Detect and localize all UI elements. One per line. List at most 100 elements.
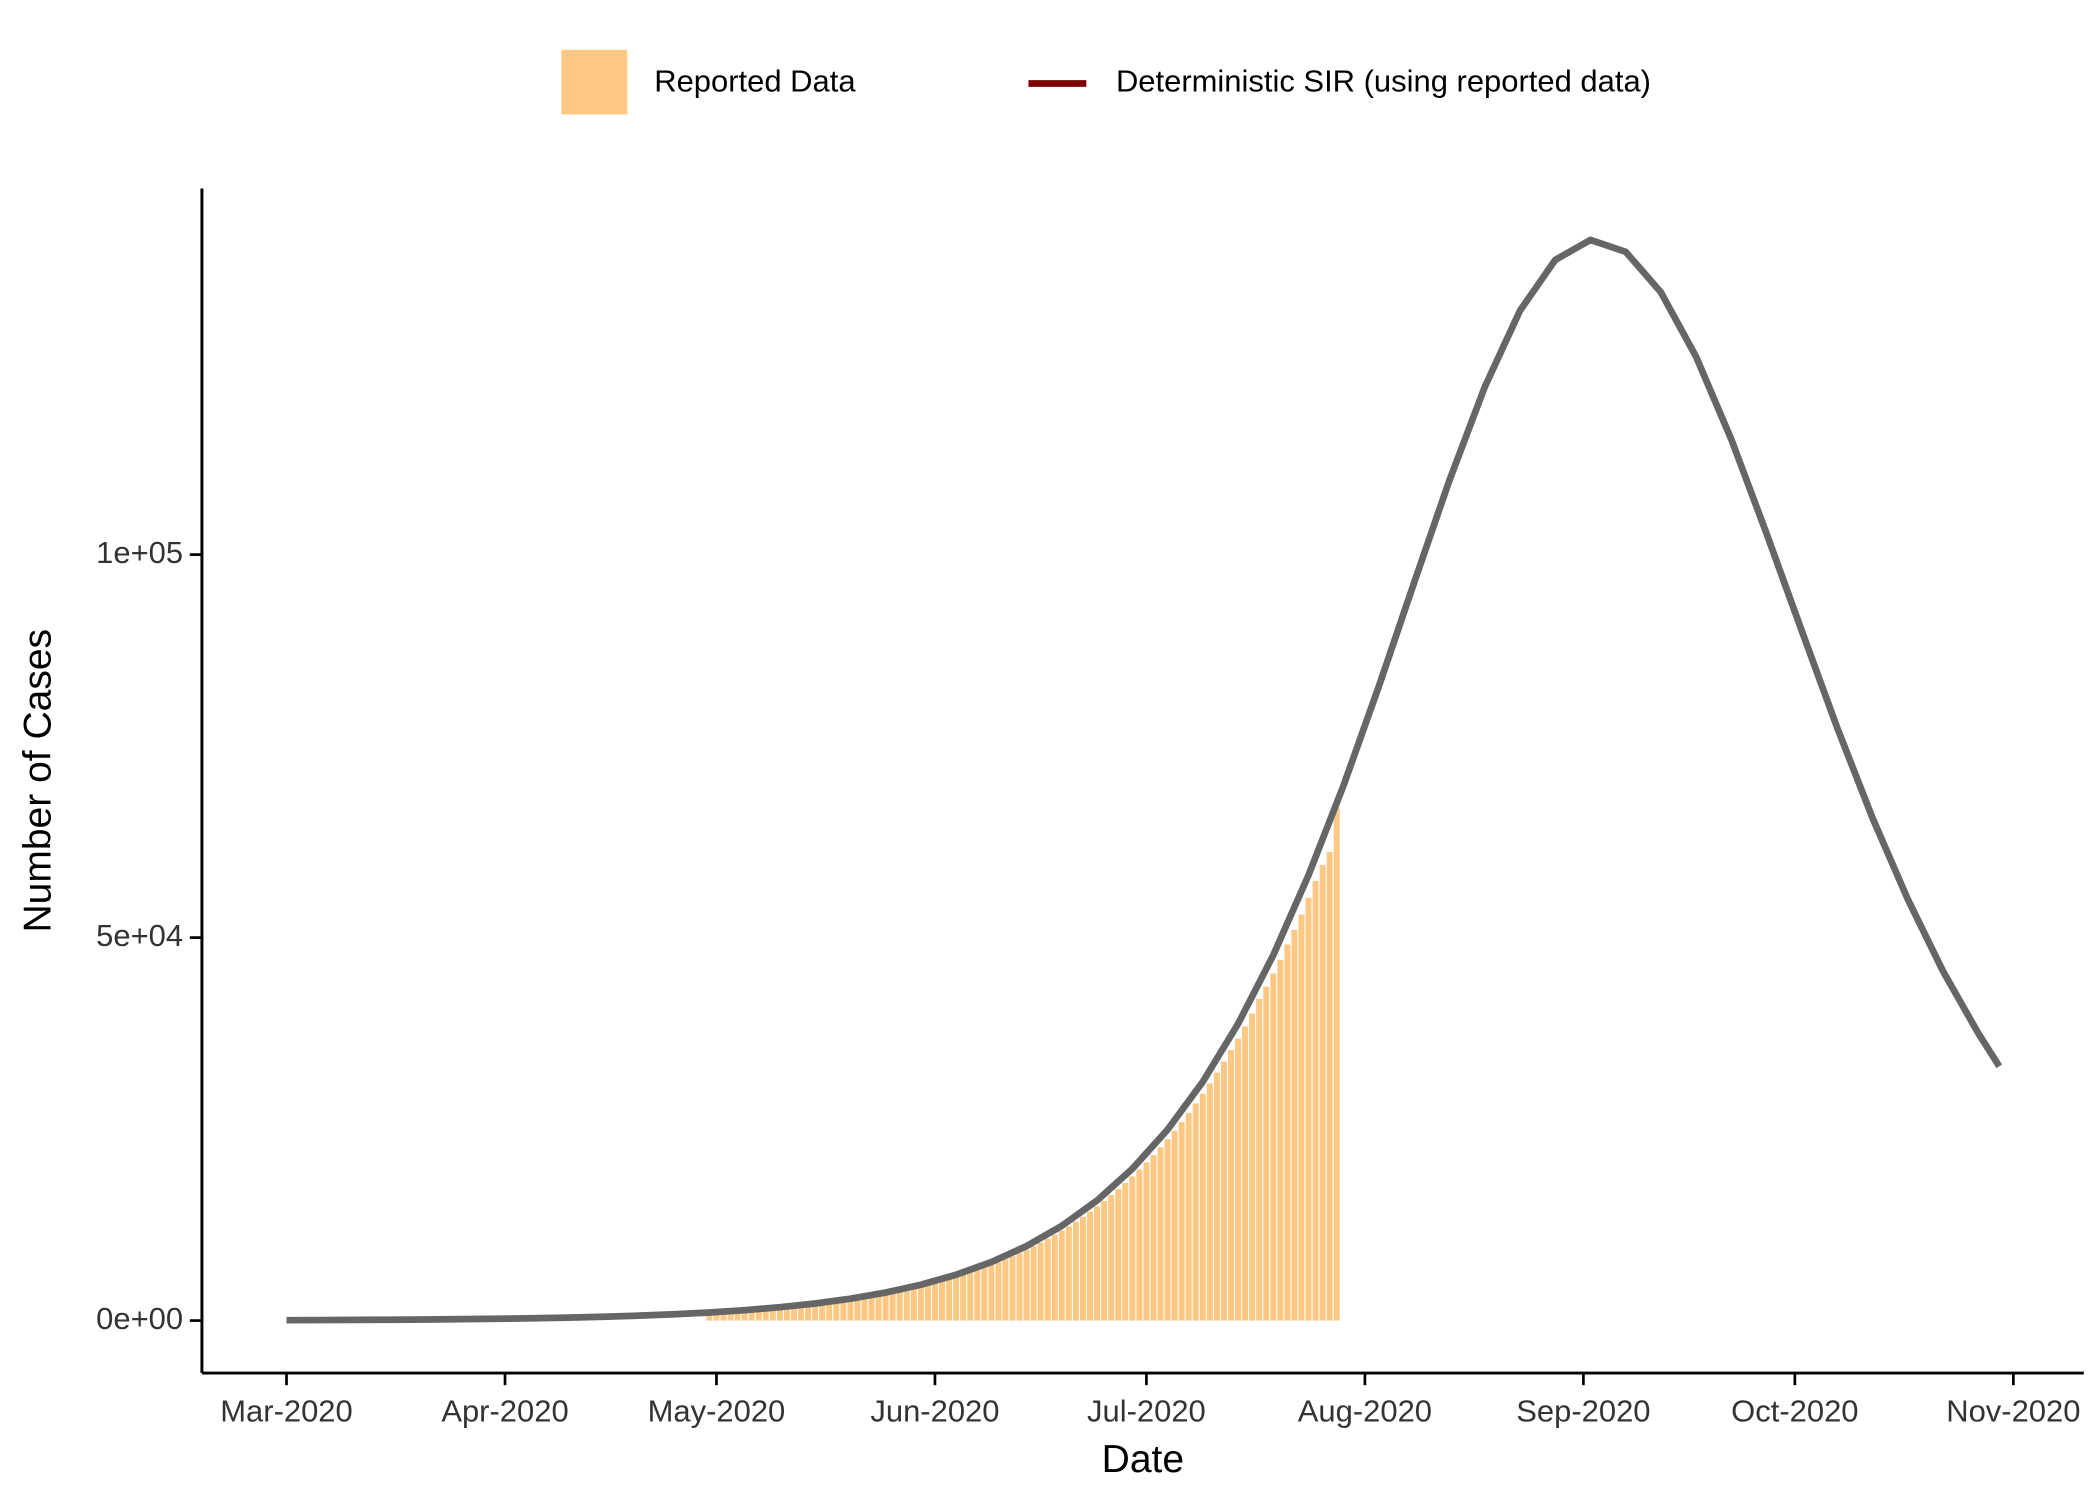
bar	[1227, 1049, 1234, 1321]
bar	[1016, 1252, 1023, 1321]
bar	[1087, 1211, 1094, 1321]
bar	[1305, 897, 1312, 1321]
bar	[1094, 1206, 1101, 1321]
bar	[1150, 1155, 1157, 1321]
bar	[734, 1311, 741, 1321]
bar	[1115, 1189, 1122, 1321]
bar	[1256, 998, 1263, 1321]
bar	[875, 1295, 882, 1321]
bar	[939, 1280, 946, 1321]
bar	[1312, 880, 1319, 1321]
bar	[1044, 1238, 1051, 1321]
bar	[1270, 973, 1277, 1321]
x-tick-label: Aug-2020	[1298, 1394, 1432, 1429]
bar	[1242, 1026, 1249, 1321]
bar	[903, 1289, 910, 1321]
bar	[1298, 914, 1305, 1321]
bar	[1319, 864, 1326, 1321]
x-tick-label: Mar-2020	[220, 1394, 352, 1429]
bar	[946, 1278, 953, 1321]
bar	[713, 1312, 720, 1321]
bar	[1199, 1093, 1206, 1321]
bar	[826, 1302, 833, 1321]
bar	[1333, 808, 1340, 1321]
bar	[755, 1309, 762, 1321]
bar	[981, 1267, 988, 1321]
bar	[1249, 1013, 1256, 1321]
bar	[741, 1310, 748, 1321]
line	[286, 236, 2003, 1324]
bar	[1136, 1169, 1143, 1321]
bar	[819, 1303, 826, 1321]
bar	[1079, 1216, 1086, 1321]
bar	[727, 1311, 734, 1321]
bar	[896, 1291, 903, 1321]
bar	[917, 1286, 924, 1321]
x-tick-label: Oct-2020	[1731, 1394, 1858, 1429]
bar	[882, 1293, 889, 1321]
bar	[1164, 1139, 1171, 1321]
bar	[1072, 1221, 1079, 1321]
bar	[1213, 1072, 1220, 1321]
bar	[1002, 1259, 1009, 1321]
y-tick-label: 5e+04	[96, 918, 183, 953]
y-tick-label: 0e+00	[96, 1301, 183, 1336]
x-tick-label: May-2020	[648, 1394, 786, 1429]
bar	[995, 1262, 1002, 1321]
bar	[1178, 1122, 1185, 1321]
bar	[889, 1292, 896, 1321]
legend-label: Deterministic SIR (using reported data)	[1116, 64, 1651, 99]
x-tick-label: Jul-2020	[1087, 1394, 1206, 1429]
bar	[861, 1297, 868, 1321]
bar	[776, 1307, 783, 1321]
bar	[1171, 1130, 1178, 1321]
bar	[910, 1288, 917, 1321]
legend-key	[561, 49, 628, 115]
y-axis-title: Number of Cases	[17, 629, 60, 933]
bar	[960, 1274, 967, 1321]
bar	[868, 1296, 875, 1321]
x-tick-label: Nov-2020	[1946, 1394, 2080, 1429]
bar	[1023, 1249, 1030, 1321]
bar	[1326, 851, 1333, 1321]
bar	[854, 1298, 861, 1321]
bar	[1157, 1147, 1164, 1321]
bar	[924, 1284, 931, 1321]
bar	[1101, 1200, 1108, 1321]
bar	[974, 1270, 981, 1321]
bar	[833, 1301, 840, 1321]
bar	[1058, 1230, 1065, 1321]
bar	[1277, 959, 1284, 1321]
bar	[1192, 1103, 1199, 1321]
bar	[1206, 1083, 1213, 1321]
x-tick-label: Jun-2020	[870, 1394, 999, 1429]
bar	[840, 1300, 847, 1321]
bar	[1122, 1182, 1129, 1321]
x-axis-title: Date	[1102, 1438, 1184, 1481]
bar	[1129, 1176, 1136, 1321]
bar	[805, 1304, 812, 1321]
bar	[1220, 1061, 1227, 1321]
bar	[769, 1308, 776, 1321]
x-tick-label: Sep-2020	[1516, 1394, 1650, 1429]
bar	[720, 1312, 727, 1321]
bar	[762, 1309, 769, 1321]
bar	[1009, 1256, 1016, 1321]
bar	[783, 1307, 790, 1321]
bar	[1235, 1038, 1242, 1321]
bar	[1051, 1234, 1058, 1321]
bar	[1185, 1112, 1192, 1321]
bar	[1263, 986, 1270, 1321]
y-tick-label: 1e+05	[96, 535, 183, 570]
bar	[1143, 1162, 1150, 1321]
bar	[931, 1282, 938, 1321]
bar	[1108, 1195, 1115, 1321]
bar	[1065, 1226, 1072, 1321]
bar	[967, 1272, 974, 1321]
x-tick-label: Apr-2020	[441, 1394, 568, 1429]
bar	[953, 1277, 960, 1321]
bar	[988, 1264, 995, 1321]
bar	[706, 1312, 713, 1321]
